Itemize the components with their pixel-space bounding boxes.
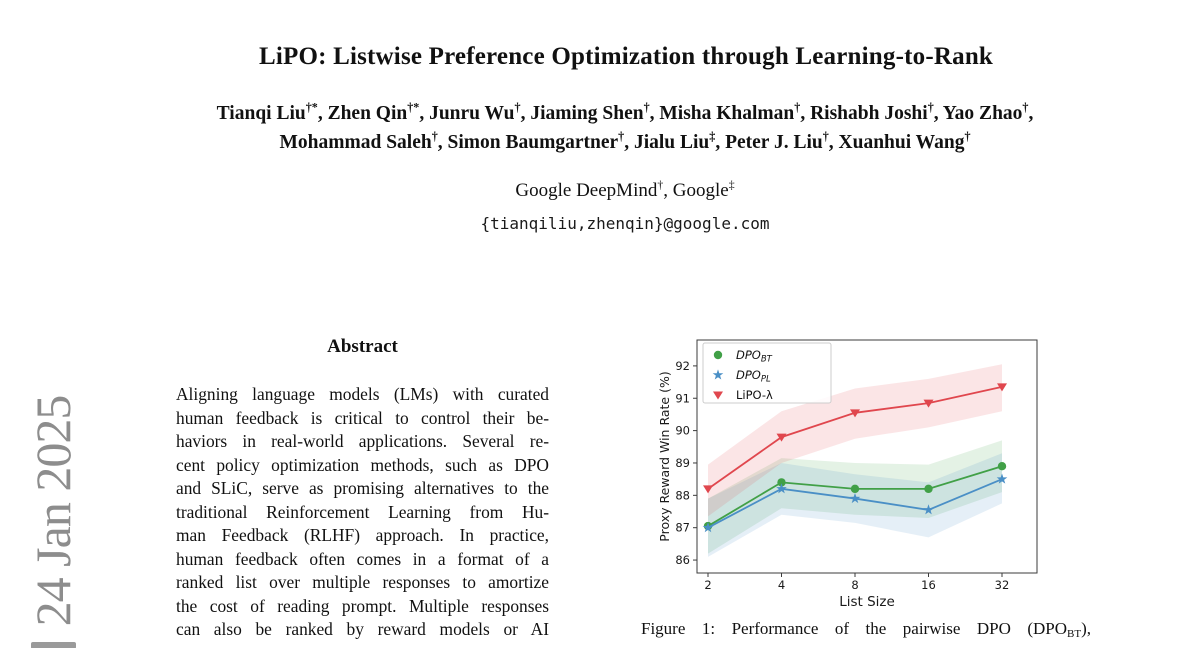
text-run: Google DeepMind [515,180,658,201]
x-tick-label: 4 [778,578,785,592]
text-run: , [1028,103,1034,124]
figure-caption: Figure 1: Performance of the pairwise DP… [641,619,1091,640]
figure-caption-prefix: Figure 1: Performance of the pairwise DP… [641,619,1068,638]
text-run: Mohammad Saleh [279,132,432,153]
abstract-line: ranked list over multiple responses to a… [176,572,549,593]
triangle-down-marker [776,433,787,442]
text-run: , Jialu Liu [624,132,710,153]
star-marker [923,504,934,515]
legend-box [702,342,832,404]
text-run: , Google [663,180,729,201]
text-run: , Peter J. Liu [715,132,823,153]
star-marker [776,483,787,494]
abstract-line: traditional Reinforcement Learning from … [176,501,549,522]
abstract-text: Aligning language models (LMs) with cura… [176,383,549,642]
figure-caption-suffix: ), [1081,619,1091,638]
legend-label: DPOBT [736,348,773,365]
triangle-down-marker [703,485,713,494]
superscript-mark: †* [305,100,318,115]
abstract-line: cent policy optimization methods, such a… [176,454,549,475]
paper-title: LiPO: Listwise Preference Optimization t… [258,43,994,70]
circle-marker [850,484,860,494]
superscript-mark: † [964,129,971,144]
triangle-down-marker [713,391,723,400]
legend-label: LiPO-λ [736,388,773,402]
y-tick-label: 92 [675,359,690,373]
superscript-mark: † [822,129,829,144]
legend-label: DPOPL [736,368,771,385]
x-tick-label: 8 [851,578,858,592]
superscript-mark: † [927,100,934,115]
text-run: , Jiaming Shen [520,103,644,124]
superscript-mark: † [657,178,664,192]
y-tick-label: 91 [675,391,690,405]
circle-marker [713,350,723,360]
abstract-line: Aligning language models (LMs) with cura… [176,384,549,404]
abstract-line: man Feedback (RLHF) approach. In practic… [176,525,549,546]
author-line-2: Mohammad Saleh†, Simon Baumgartner†, Jia… [30,129,1200,154]
circle-marker [777,478,786,487]
y-tick-label: 89 [675,456,690,470]
star-marker [702,522,714,533]
plot-frame [696,339,1038,574]
x-tick-label: 16 [921,578,936,592]
circle-marker [997,462,1007,471]
author-line-1: Tianqi Liu†*, Zhen Qin†*, Junru Wu†, Jia… [30,100,1200,125]
text-run: Tianqi Liu [216,103,306,124]
arxiv-date-watermark: 24 Jan 2025 [25,395,81,627]
triangle-down-marker [850,409,860,418]
superscript-mark: †* [407,100,420,115]
abstract-heading: Abstract [327,336,398,357]
superscript-mark: † [618,129,625,144]
star-marker [712,369,724,380]
figure-chart: 86 87 88 89 90 91 92 2 4 8 16 32 List Size Proxy Rewa… [657,339,1038,610]
x-tick-label: 32 [995,578,1010,592]
text-run: , Rishabh Joshi [800,103,928,124]
y-tick-label: 86 [675,553,690,567]
abstract-line: the cost of reading prompt. Multiple res… [176,595,549,616]
abstract-line: haviors in real-world applications. Seve… [176,431,549,452]
y-axis-label: Proxy Reward Win Rate (%) [657,371,672,541]
text-run: , Zhen Qin [317,103,408,124]
arxiv-watermark-fragment [31,642,76,648]
triangle-down-marker [923,399,934,408]
star-marker [849,492,861,504]
text-run: , Junru Wu [419,103,515,124]
superscript-mark: ‡ [709,129,716,144]
abstract-line: can also be ranked by reward models or A… [176,619,549,640]
superscript-mark: † [431,129,438,144]
abstract-line: human feedback is critical to control th… [176,407,549,428]
text-run: , Xuanhui Wang [828,132,965,153]
x-tick-label: 2 [704,578,711,592]
figure-caption-subscript: BT [1067,628,1082,640]
contact-email: {tianqiliu,zhenqin}@google.com [480,214,770,233]
x-axis-label: List Size [839,594,895,610]
y-tick-label: 87 [675,521,690,535]
text-run: , Yao Zhao [933,103,1023,124]
superscript-mark: ‡ [728,178,735,192]
affiliation-line: Google DeepMind†, Google‡ [30,178,1200,202]
y-tick-label: 90 [675,424,690,438]
superscript-mark: † [1022,100,1029,115]
superscript-mark: † [643,100,650,115]
superscript-mark: † [514,100,521,115]
abstract-line: and SLiC, serve as promising alternative… [176,478,549,499]
abstract-line: human feedback often comes in a format o… [176,548,549,569]
star-marker [996,473,1008,484]
circle-marker [924,484,933,494]
triangle-down-marker [997,383,1007,392]
superscript-mark: † [794,100,801,115]
text-run: , Simon Baumgartner [437,132,619,153]
y-tick-label: 88 [675,488,690,502]
text-run: , Misha Khalman [649,103,795,124]
